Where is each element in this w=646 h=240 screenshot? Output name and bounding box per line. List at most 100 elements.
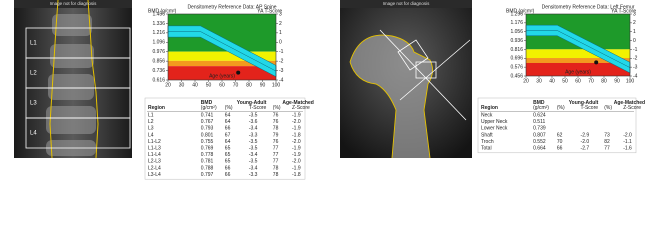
table-cell: 0.755 (201, 139, 214, 145)
table-cell: -3.3 (249, 132, 258, 138)
vertebra-label: L1 (30, 41, 37, 47)
table-cell: 0.801 (201, 132, 214, 138)
report-screen: Image not for diagnosis Image not for di… (14, 0, 645, 180)
table-cell: 66 (225, 165, 231, 171)
x-tick-label: 90 (260, 82, 266, 88)
table-row-label: L1 (148, 112, 154, 118)
table-header: Young-Adult (569, 100, 599, 106)
y-tick-label: 1.296 (510, 11, 523, 17)
table-cell: -3.5 (249, 159, 258, 165)
y-tick-label: 0.816 (510, 47, 523, 53)
table-cell: -2.7 (581, 145, 590, 151)
table-cell: 0.807 (533, 132, 546, 138)
x-tick-label: 20 (523, 78, 529, 84)
risk-zone (168, 66, 276, 80)
y2-tick-label: -3 (633, 64, 638, 70)
x-tick-label: 60 (219, 82, 225, 88)
table-subheader: (%) (604, 105, 612, 111)
x-tick-label: 30 (179, 82, 185, 88)
y2-tick-label: 1 (279, 30, 282, 36)
patient-point (594, 60, 599, 65)
table-subheader: T-Score (581, 105, 599, 111)
y-tick-label: 0.576 (510, 64, 523, 70)
table-row-label: L3-L4 (148, 172, 161, 178)
y2-tick-label: -1 (633, 47, 638, 53)
table-cell: 0.767 (201, 119, 214, 125)
x-tick-label: 70 (233, 82, 239, 88)
table-cell: -2.0 (292, 119, 301, 125)
table-subheader: T-Score (249, 105, 267, 111)
table-header: BMD (533, 100, 545, 106)
y2-axis-label: YA T-Score (257, 8, 282, 14)
table-cell: -2.0 (292, 159, 301, 165)
x-tick-label: 60 (575, 78, 581, 84)
image-caption: Image not for diagnosis (50, 1, 98, 6)
y-axis-label: BMD (g/cm²) (148, 8, 177, 14)
y-tick-label: 1.176 (510, 20, 523, 26)
table-subheader: Z-Score (292, 105, 310, 111)
y-tick-label: 0.736 (152, 68, 165, 74)
x-tick-label: 100 (626, 78, 635, 84)
x-tick-label: 100 (272, 82, 281, 88)
y-tick-label: 1.216 (152, 30, 165, 36)
table-cell: 0.797 (201, 172, 214, 178)
table-cell: 82 (604, 139, 610, 145)
table-header: Region (148, 105, 165, 111)
table-cell: -1.9 (292, 112, 301, 118)
y2-tick-label: -2 (279, 58, 284, 64)
table-cell: 65 (225, 145, 231, 151)
table-row-label: Neck (481, 112, 493, 118)
table-cell: -3.6 (249, 119, 258, 125)
spine-image: Image not for diagnosis (14, 0, 132, 159)
hip-image: Image not for diagnosis (340, 0, 472, 159)
table-cell: 77 (273, 152, 279, 158)
table-cell: -1.9 (292, 152, 301, 158)
table-row-label: L1-L3 (148, 145, 161, 151)
table-cell: 76 (273, 119, 279, 125)
y2-tick-label: 0 (633, 38, 636, 44)
table-cell: 0.739 (533, 126, 546, 132)
table-cell: 0.664 (533, 145, 546, 151)
table-cell: 65 (225, 159, 231, 165)
table-cell: 0.741 (201, 112, 214, 118)
table-cell: -3.4 (249, 152, 258, 158)
table-cell: -1.8 (292, 132, 301, 138)
y2-tick-label: 2 (633, 20, 636, 26)
y2-tick-label: -2 (633, 56, 638, 62)
table-header: Region (481, 105, 498, 111)
y-tick-label: 0.616 (152, 77, 165, 83)
vertebra-label: L4 (30, 131, 37, 137)
table-row-label: Shaft (481, 132, 493, 138)
x-tick-label: 40 (192, 82, 198, 88)
y-tick-label: 1.336 (152, 21, 165, 27)
y2-tick-label: -3 (279, 68, 284, 74)
reference-mean (168, 31, 277, 72)
table-cell: 0.552 (533, 139, 546, 145)
y2-tick-label: 0 (279, 40, 282, 46)
table-subheader: (g/cm²) (533, 105, 549, 111)
table-cell: 70 (557, 139, 563, 145)
table-row-label: L2 (148, 119, 154, 125)
y2-axis-label: YA T-Score (611, 8, 636, 14)
table-cell: -1.9 (292, 145, 301, 151)
x-tick-label: 80 (601, 78, 607, 84)
table-cell: 0.769 (201, 145, 214, 151)
table-row-label: Total (481, 145, 492, 151)
y-tick-label: 1.056 (510, 29, 523, 35)
y-tick-label: 0.936 (510, 38, 523, 44)
table-cell: 78 (273, 165, 279, 171)
risk-zone (168, 60, 276, 67)
table-cell: 64 (225, 139, 231, 145)
table-row-label: Upper Neck (481, 119, 508, 125)
x-axis-label: Age (years) (209, 73, 235, 79)
risk-zone (526, 58, 630, 63)
table-row-label: L1-L4 (148, 152, 161, 158)
x-tick-label: 50 (206, 82, 212, 88)
table-cell: -1.9 (292, 126, 301, 132)
table-cell: -2.0 (292, 139, 301, 145)
table-cell: -2.0 (623, 132, 632, 138)
table-cell: -3.5 (249, 139, 258, 145)
table-cell: 65 (225, 152, 231, 158)
y2-tick-label: -1 (279, 49, 284, 55)
table-cell: 0.624 (533, 112, 546, 118)
